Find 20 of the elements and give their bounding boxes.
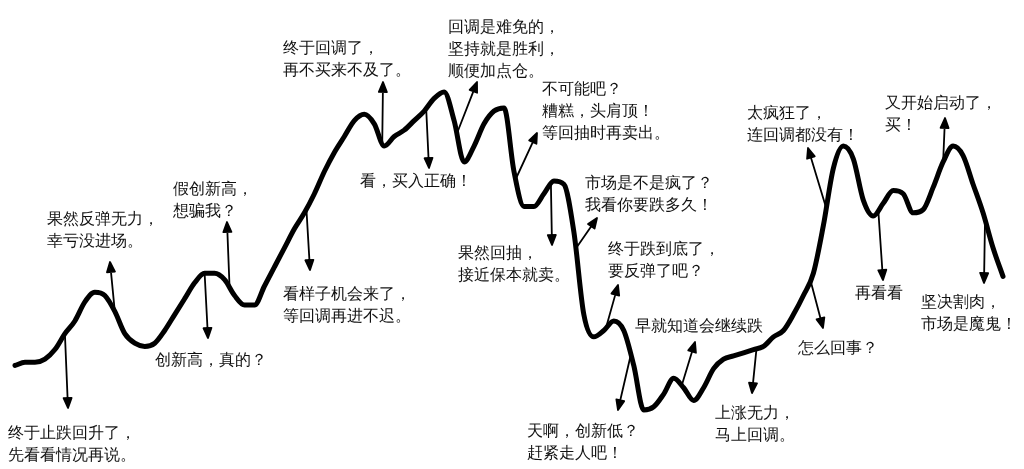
annotation: 太疯狂了，连回调都没有！ — [747, 102, 859, 144]
annotation: 终于回调了，再不买来不及了。 — [283, 37, 411, 79]
annotation: 又开始启动了，买！ — [885, 92, 997, 134]
annotation: 看，买入正确！ — [360, 170, 472, 190]
annotation: 早就知道会继续跌 — [635, 315, 763, 335]
annotation: 果然反弹无力，幸亏没进场。 — [47, 208, 159, 250]
annotation: 假创新高，想骗我？ — [173, 178, 253, 220]
annotation: 果然回抽，接近保本就卖。 — [458, 242, 570, 284]
annotation: 创新高，真的？ — [155, 349, 267, 369]
annotation: 回调是难免的，坚持就是胜利，顺便加点仓。 — [448, 16, 560, 80]
annotation: 不可能吧？糟糕，头肩顶！等回抽时再卖出。 — [542, 78, 670, 142]
annotation: 怎么回事？ — [798, 337, 878, 357]
annotation: 终于止跌回升了，先看看情况再说。 — [8, 422, 136, 464]
annotation: 市场是不是疯了？我看你要跌多久！ — [585, 172, 713, 214]
annotation: 终于跌到底了，要反弹了吧？ — [608, 238, 720, 280]
annotation: 天啊，创新低？赶紧走人吧！ — [527, 420, 639, 462]
annotation: 上涨无力，马上回调。 — [715, 402, 795, 444]
annotation: 看样子机会来了，等回调再进不迟。 — [283, 283, 411, 325]
annotation: 坚决割肉，市场是魔鬼！ — [921, 291, 1017, 333]
annotation: 再看看 — [855, 282, 903, 302]
